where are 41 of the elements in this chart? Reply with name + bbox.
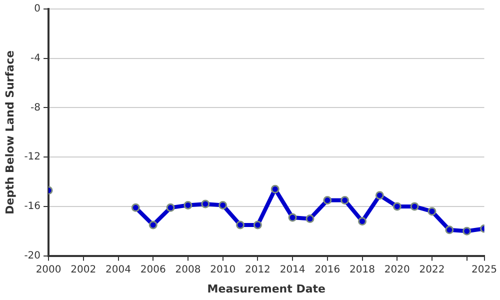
y-axis-title: Depth Below Land Surface: [3, 50, 16, 214]
y-tick-label: -4: [30, 52, 41, 64]
y-tick-label: -12: [24, 152, 41, 163]
point: [236, 220, 245, 230]
x-tick-label: 2025: [472, 264, 497, 276]
point: [148, 220, 158, 230]
x-axis-title: Measurement Date: [207, 282, 326, 296]
point: [462, 226, 472, 236]
point: [410, 202, 419, 211]
point: [201, 200, 210, 208]
x-tick-label: 2006: [140, 264, 166, 276]
point: [392, 202, 402, 211]
point: [253, 220, 262, 230]
point: [218, 200, 228, 210]
x-tick-label: 2000: [36, 264, 62, 276]
point: [306, 214, 314, 224]
y-tick-label: -16: [24, 201, 41, 212]
point: [288, 213, 297, 222]
y-tick-label: -8: [30, 102, 41, 114]
x-tick-label: 2004: [106, 264, 131, 276]
x-tick-label: 2010: [210, 264, 236, 276]
point: [323, 196, 332, 205]
y-tick-label: -20: [24, 250, 41, 262]
x-tick-label: 2016: [314, 264, 340, 276]
point: [375, 191, 384, 200]
x-tick-label: 2020: [384, 264, 410, 276]
point: [184, 200, 192, 210]
point: [270, 184, 280, 194]
x-tick-label: 2018: [350, 264, 375, 276]
y-tick-label: 0: [34, 4, 41, 15]
x-tick-label: 2022: [419, 264, 445, 276]
x-tick-label: 2008: [175, 264, 201, 276]
x-tick-label: 2014: [280, 264, 306, 276]
point: [340, 196, 350, 205]
point: [445, 226, 454, 234]
x-tick-label: 2012: [244, 264, 270, 276]
point: [358, 217, 367, 226]
x-tick-label: 2002: [70, 264, 96, 276]
point: [131, 203, 140, 212]
point: [428, 207, 436, 216]
point: [166, 203, 175, 212]
